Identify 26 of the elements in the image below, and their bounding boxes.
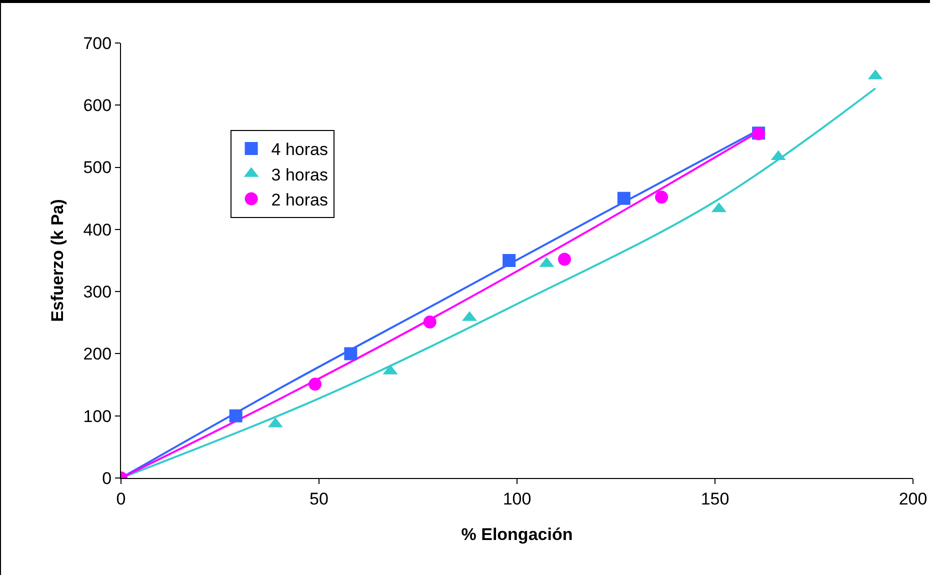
- point: [617, 192, 630, 205]
- y-tick-label: 600: [83, 96, 112, 116]
- y-tick-label: 700: [83, 34, 112, 53]
- x-tick-label: 200: [898, 489, 928, 508]
- legend-label: 4 horas: [271, 140, 328, 160]
- point: [558, 252, 572, 266]
- point: [344, 347, 358, 360]
- x-tick-label: 0: [116, 489, 126, 508]
- y-tick-label: 200: [83, 344, 112, 364]
- x-tick-label: 100: [502, 489, 532, 508]
- x-tick-label: 150: [700, 489, 730, 508]
- y-tick-label: 400: [83, 220, 112, 240]
- y-tick-label: 500: [83, 158, 112, 178]
- x-axis-title: % Elongación: [461, 524, 573, 544]
- point: [502, 254, 516, 267]
- y-tick-label: 0: [102, 468, 112, 488]
- point: [308, 378, 322, 391]
- x-tick-label: 50: [310, 489, 328, 508]
- y-axis-title: Esfuerzo (k Pa): [48, 199, 67, 322]
- legend-label: 3 horas: [271, 165, 328, 184]
- point: [423, 316, 436, 329]
- legend-label: 2 horas: [271, 190, 328, 210]
- point: [655, 190, 668, 204]
- point: [229, 409, 242, 422]
- y-tick-label: 300: [83, 282, 112, 302]
- y-tick-label: 100: [83, 406, 112, 426]
